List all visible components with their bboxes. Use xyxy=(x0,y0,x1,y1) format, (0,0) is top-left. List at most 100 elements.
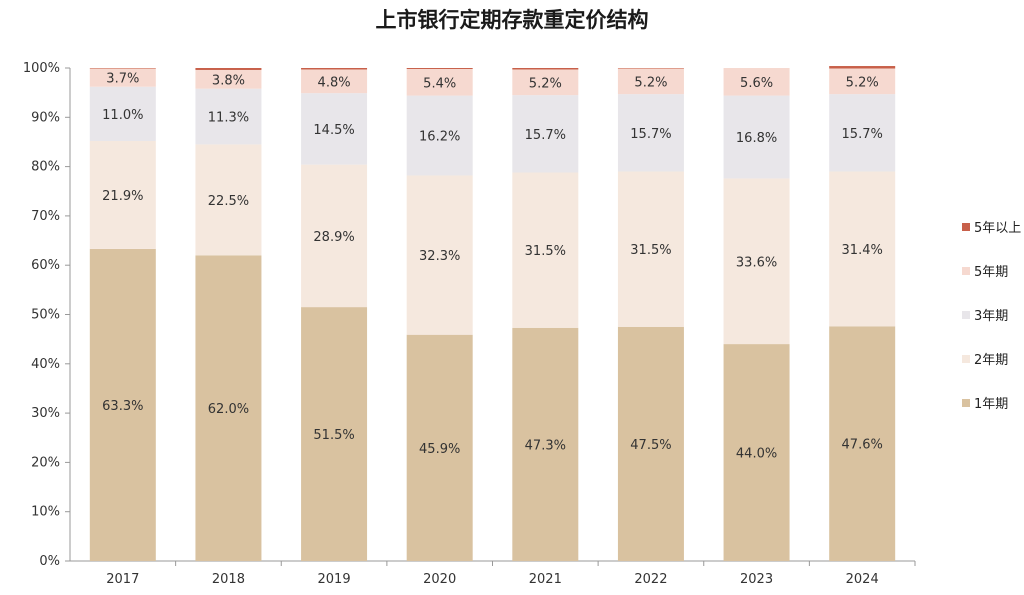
bar-segment xyxy=(89,68,156,87)
y-tick-label: 90% xyxy=(31,110,60,125)
y-tick-label: 30% xyxy=(31,406,60,421)
data-label: 45.9% xyxy=(419,442,460,457)
bar-segment xyxy=(406,68,473,69)
data-label: 14.5% xyxy=(313,123,354,138)
x-tick-label: 2021 xyxy=(529,572,562,587)
bar-segment xyxy=(829,326,896,561)
bar-segment xyxy=(512,172,579,328)
bar-segment xyxy=(195,69,262,89)
data-label: 5.2% xyxy=(634,75,667,90)
bar-segment xyxy=(406,95,473,176)
data-label: 11.0% xyxy=(102,108,143,123)
data-label: 15.7% xyxy=(842,127,883,142)
bar-segment xyxy=(723,95,790,179)
data-label: 22.5% xyxy=(208,194,249,209)
data-label: 3.8% xyxy=(212,73,245,88)
bar-segment xyxy=(301,69,368,94)
y-tick-label: 20% xyxy=(31,455,60,470)
bar-segment xyxy=(301,307,368,561)
data-label: 31.4% xyxy=(842,243,883,258)
bar-segment xyxy=(301,164,368,308)
data-label: 51.5% xyxy=(313,428,354,443)
data-label: 63.3% xyxy=(102,399,143,414)
y-tick-label: 10% xyxy=(31,505,60,520)
bar-segment xyxy=(723,178,790,345)
bar-segment xyxy=(406,68,473,96)
bar-segment xyxy=(89,86,156,141)
bar-segment xyxy=(89,248,156,561)
x-tick-label: 2017 xyxy=(106,572,139,587)
data-label: 15.7% xyxy=(630,127,671,142)
y-tick-label: 50% xyxy=(31,308,60,323)
data-label: 47.3% xyxy=(525,438,566,453)
data-label: 5.4% xyxy=(423,76,456,91)
data-label: 4.8% xyxy=(318,75,351,90)
data-label: 5.2% xyxy=(846,75,879,90)
legend-label: 5年期 xyxy=(974,265,1008,280)
data-label: 16.8% xyxy=(736,131,777,146)
data-label: 16.2% xyxy=(419,130,460,145)
chart-title: 上市银行定期存款重定价结构 xyxy=(375,8,649,32)
legend-swatch xyxy=(962,311,970,319)
legend-label: 5年以上 xyxy=(974,221,1021,236)
legend-label: 1年期 xyxy=(974,397,1008,412)
data-label: 47.5% xyxy=(630,438,671,453)
legend-label: 3年期 xyxy=(974,309,1008,324)
bar-segment xyxy=(617,171,684,327)
bar-segment xyxy=(723,68,790,96)
legend-swatch xyxy=(962,267,970,275)
bar-segment xyxy=(89,140,156,249)
bar-segment xyxy=(512,327,579,561)
bar-segment xyxy=(829,66,896,69)
bar-segment xyxy=(512,69,579,96)
data-label: 62.0% xyxy=(208,402,249,417)
data-label: 31.5% xyxy=(630,243,671,258)
data-label: 31.5% xyxy=(525,244,566,259)
y-tick-label: 60% xyxy=(31,258,60,273)
bar-segment xyxy=(829,171,896,327)
x-tick-label: 2018 xyxy=(212,572,245,587)
bar-segment xyxy=(406,334,473,561)
x-tick-label: 2023 xyxy=(740,572,773,587)
legend-swatch xyxy=(962,223,970,231)
data-label: 15.7% xyxy=(525,128,566,143)
bar-segment xyxy=(195,144,262,256)
data-label: 47.6% xyxy=(842,438,883,453)
legend-swatch xyxy=(962,399,970,407)
bar-segment xyxy=(617,326,684,561)
legend-swatch xyxy=(962,355,970,363)
data-label: 11.3% xyxy=(208,111,249,126)
y-tick-label: 70% xyxy=(31,209,60,224)
bar-segment xyxy=(195,88,262,145)
x-tick-label: 2022 xyxy=(634,572,667,587)
data-label: 3.7% xyxy=(106,72,139,87)
bar-segment xyxy=(195,68,262,70)
bar-segment xyxy=(829,68,896,95)
y-tick-label: 80% xyxy=(31,160,60,175)
bar-segment xyxy=(512,68,579,70)
data-label: 5.2% xyxy=(529,76,562,91)
data-label: 5.6% xyxy=(740,76,773,91)
bar-segment xyxy=(301,68,368,70)
y-tick-label: 40% xyxy=(31,357,60,372)
x-tick-label: 2024 xyxy=(846,572,879,587)
bar-segment xyxy=(512,95,579,173)
y-tick-label: 0% xyxy=(39,554,60,569)
bar-segment xyxy=(723,344,790,561)
bar-segment xyxy=(617,68,684,95)
data-label: 28.9% xyxy=(313,230,354,245)
bar-segment xyxy=(195,255,262,561)
data-label: 32.3% xyxy=(419,249,460,264)
bar-segment xyxy=(406,175,473,335)
x-tick-label: 2019 xyxy=(318,572,351,587)
data-label: 44.0% xyxy=(736,447,777,462)
data-label: 33.6% xyxy=(736,255,777,270)
bar-segment xyxy=(301,93,368,165)
bar-segment xyxy=(829,94,896,172)
y-tick-label: 100% xyxy=(23,61,60,76)
legend-label: 2年期 xyxy=(974,353,1008,368)
x-tick-label: 2020 xyxy=(423,572,456,587)
bar-segment xyxy=(617,94,684,172)
